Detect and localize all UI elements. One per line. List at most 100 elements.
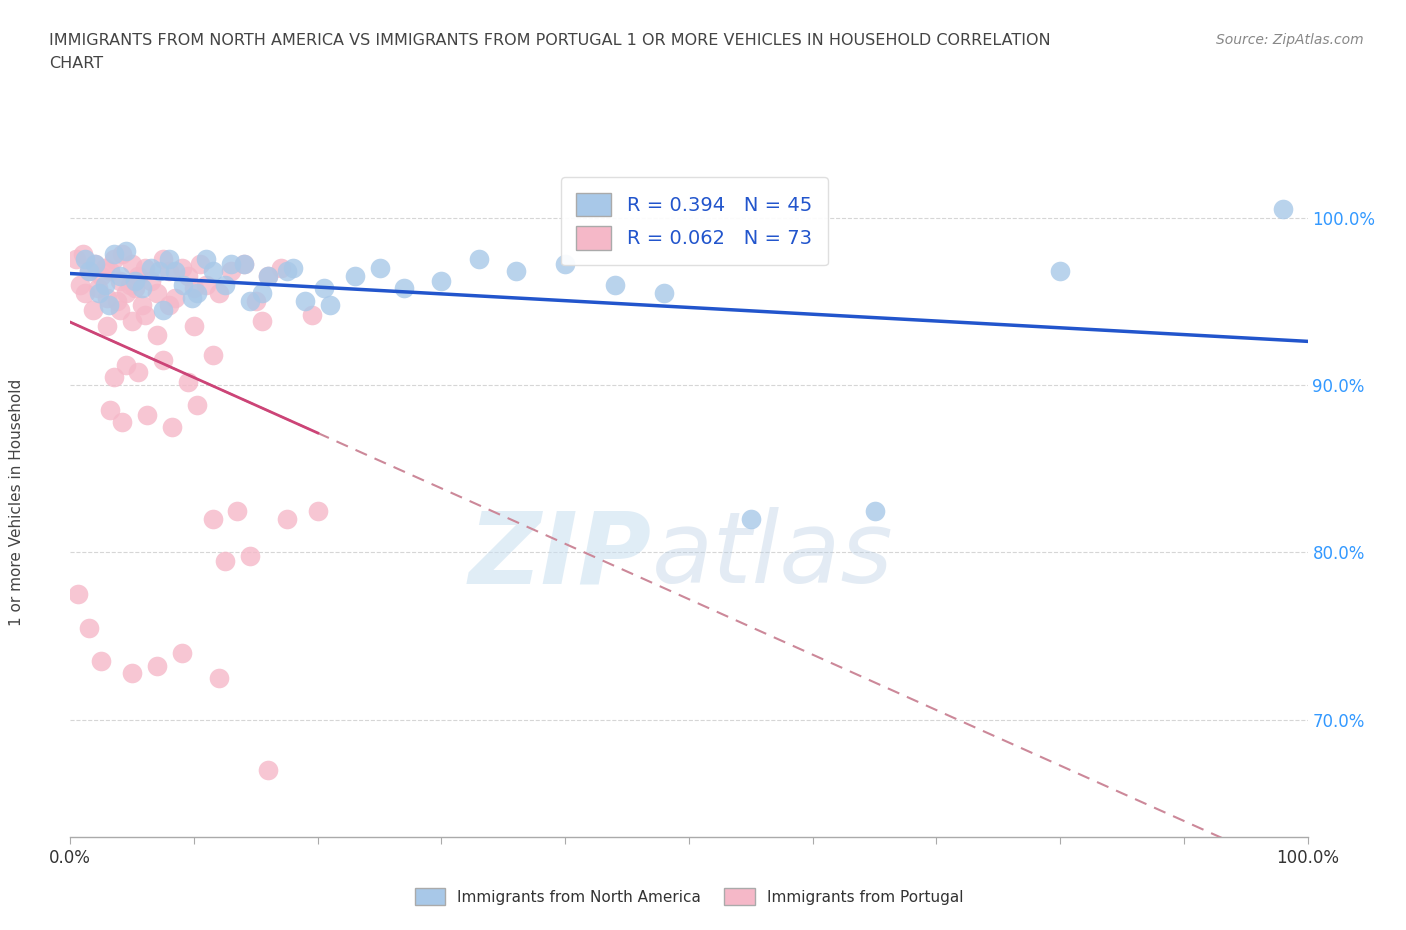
Point	[103, 252, 125, 267]
Point	[115, 357, 138, 372]
Point	[343, 269, 366, 284]
Point	[77, 264, 100, 279]
Point	[65, 252, 87, 267]
Point	[239, 549, 262, 564]
Point	[239, 294, 262, 309]
Point	[94, 260, 117, 275]
Point	[219, 264, 242, 279]
Point	[208, 671, 231, 685]
Point	[232, 257, 254, 272]
Point	[863, 503, 886, 518]
Point	[90, 269, 112, 284]
Point	[118, 277, 141, 292]
Point	[77, 620, 100, 635]
Point	[134, 307, 156, 322]
Point	[127, 269, 149, 284]
Point	[554, 257, 576, 272]
Point	[186, 398, 208, 413]
Point	[146, 658, 169, 673]
Point	[131, 298, 153, 312]
Point	[201, 264, 224, 279]
Point	[66, 587, 89, 602]
Point	[219, 257, 242, 272]
Point	[124, 281, 146, 296]
Point	[170, 260, 193, 275]
Point	[96, 290, 118, 305]
Point	[214, 277, 236, 292]
Point	[208, 286, 231, 300]
Point	[276, 264, 298, 279]
Point	[170, 645, 193, 660]
Point	[180, 290, 202, 305]
Point	[111, 247, 134, 262]
Text: Source: ZipAtlas.com: Source: ZipAtlas.com	[1216, 33, 1364, 46]
Point	[312, 281, 335, 296]
Point	[75, 252, 97, 267]
Point	[152, 252, 174, 267]
Point	[152, 352, 174, 367]
Point	[69, 277, 91, 292]
Point	[165, 290, 187, 305]
Point	[121, 666, 143, 681]
Point	[186, 286, 208, 300]
Point	[98, 403, 121, 418]
Point	[301, 307, 323, 322]
Point	[139, 273, 162, 288]
Point	[177, 374, 200, 389]
Point	[127, 365, 149, 379]
Point	[139, 260, 162, 275]
Point	[108, 302, 131, 317]
Legend: R = 0.394   N = 45, R = 0.062   N = 73: R = 0.394 N = 45, R = 0.062 N = 73	[561, 177, 828, 265]
Point	[98, 264, 121, 279]
Point	[124, 273, 146, 288]
Point	[188, 257, 211, 272]
Point	[368, 260, 391, 275]
Point	[257, 763, 280, 777]
Point	[232, 257, 254, 272]
Point	[115, 286, 138, 300]
Point	[72, 247, 94, 262]
Point	[201, 512, 224, 526]
Point	[250, 314, 273, 329]
Point	[121, 257, 143, 272]
Text: ZIP: ZIP	[468, 507, 652, 604]
Point	[467, 252, 489, 267]
Text: CHART: CHART	[49, 56, 103, 71]
Point	[160, 419, 183, 434]
Point	[87, 286, 110, 300]
Point	[108, 269, 131, 284]
Point	[152, 302, 174, 317]
Point	[146, 286, 169, 300]
Point	[1271, 202, 1294, 217]
Text: 1 or more Vehicles in Household: 1 or more Vehicles in Household	[10, 379, 24, 626]
Point	[307, 503, 329, 518]
Point	[103, 369, 125, 384]
Point	[505, 264, 527, 279]
Point	[86, 281, 108, 296]
Point	[121, 314, 143, 329]
Point	[84, 257, 107, 272]
Point	[84, 257, 107, 272]
Point	[245, 294, 267, 309]
Point	[105, 294, 128, 309]
Point	[148, 264, 170, 279]
Text: atlas: atlas	[652, 507, 893, 604]
Point	[96, 319, 118, 334]
Point	[77, 264, 100, 279]
Point	[90, 654, 112, 669]
Text: IMMIGRANTS FROM NORTH AMERICA VS IMMIGRANTS FROM PORTUGAL 1 OR MORE VEHICLES IN : IMMIGRANTS FROM NORTH AMERICA VS IMMIGRA…	[49, 33, 1050, 47]
Point	[214, 553, 236, 568]
Point	[183, 319, 205, 334]
Point	[226, 503, 249, 518]
Point	[108, 273, 131, 288]
Point	[103, 247, 125, 262]
Point	[195, 277, 218, 292]
Point	[394, 281, 416, 296]
Point	[319, 298, 342, 312]
Point	[603, 277, 626, 292]
Point	[146, 327, 169, 342]
Point	[201, 348, 224, 363]
Point	[652, 286, 675, 300]
Point	[740, 512, 762, 526]
Point	[257, 269, 280, 284]
